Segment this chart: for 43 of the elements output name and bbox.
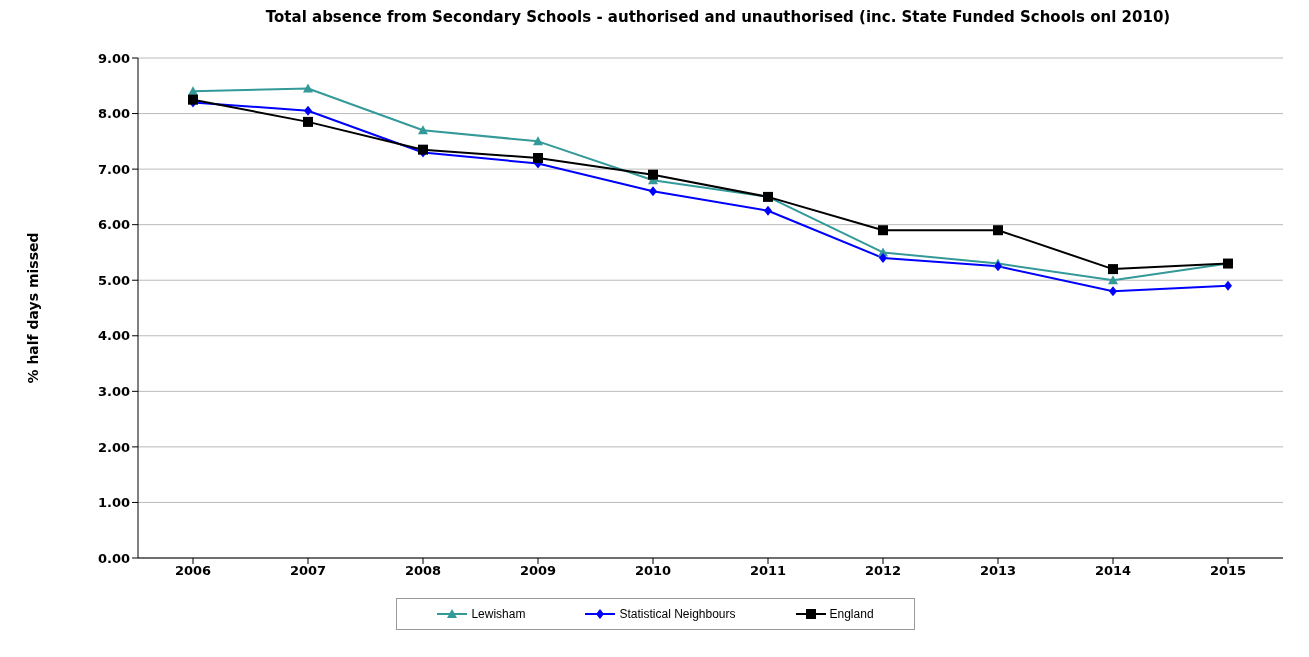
point xyxy=(188,86,198,96)
legend-label: England xyxy=(828,607,874,621)
x-tick-label: 2007 xyxy=(289,563,327,579)
y-tick-label: 3.00 xyxy=(97,383,130,399)
point xyxy=(879,253,887,263)
x-tick-label: 2009 xyxy=(519,563,557,579)
point xyxy=(418,125,428,135)
point xyxy=(1109,286,1117,297)
x-tick-label: 2013 xyxy=(979,563,1017,579)
x-tick-label: 2006 xyxy=(174,563,212,579)
point xyxy=(648,169,658,180)
y-tick-label: 5.00 xyxy=(97,272,130,288)
legend-label: Lewisham xyxy=(470,607,526,621)
point xyxy=(993,225,1003,236)
x-tick-label: 2008 xyxy=(404,563,442,579)
point xyxy=(878,225,888,236)
point xyxy=(649,186,657,197)
y-tick-label: 9.00 xyxy=(97,50,130,66)
y-tick-label: 0.00 xyxy=(97,550,130,566)
point xyxy=(1108,264,1118,275)
y-tick-label: 7.00 xyxy=(97,161,130,177)
point xyxy=(533,153,543,163)
x-tick-label: 2012 xyxy=(864,563,902,579)
point xyxy=(1108,275,1118,285)
x-tick-label: 2010 xyxy=(634,563,672,579)
y-tick-label: 1.00 xyxy=(97,495,130,511)
y-tick-label: 2.00 xyxy=(97,439,130,455)
x-tick-label: 2014 xyxy=(1094,563,1132,579)
point xyxy=(533,136,543,146)
point xyxy=(303,83,313,93)
point xyxy=(764,205,772,216)
chart-title: Total absence from Secondary Schools - authorised and unauthorised (inc. State Funded Schools onl 2010) xyxy=(264,8,1172,28)
point xyxy=(1224,280,1232,291)
point xyxy=(994,261,1002,272)
y-axis-title: % half days missed xyxy=(24,232,41,384)
y-tick-label: 8.00 xyxy=(97,106,130,122)
x-tick-label: 2015 xyxy=(1209,563,1247,579)
point xyxy=(304,105,312,116)
x-tick-label: 2011 xyxy=(749,563,787,579)
legend-label: Statistical Neighbours xyxy=(618,607,736,621)
y-tick-label: 6.00 xyxy=(97,217,130,233)
y-tick-label: 4.00 xyxy=(97,328,130,344)
point xyxy=(303,116,313,127)
